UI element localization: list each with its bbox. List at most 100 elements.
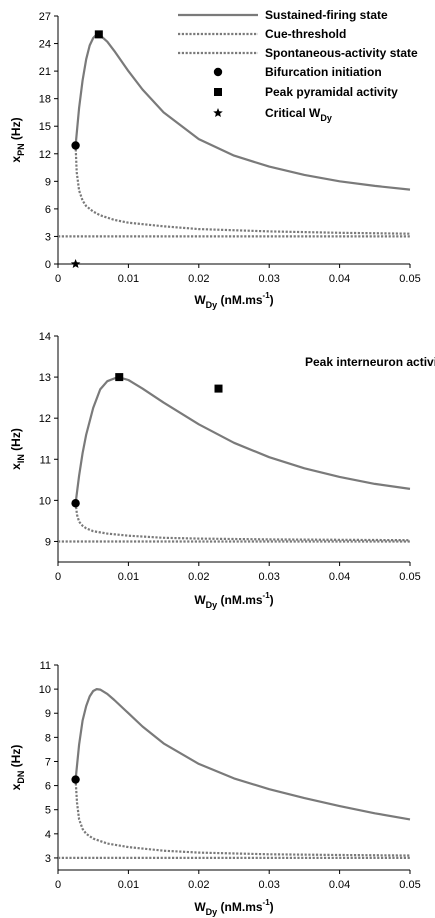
legend-swatch-circle	[213, 67, 223, 77]
x-axis-label: WDy (nM.ms-1)	[194, 898, 273, 917]
x-tick-label: 0.05	[399, 879, 420, 891]
legend-label: Cue-threshold	[265, 27, 346, 41]
legend-label: Critical WDy	[265, 106, 332, 123]
x-tick-label: 0.01	[118, 273, 139, 285]
y-label-sub: DN	[16, 771, 26, 784]
y-tick-label: 3	[45, 231, 51, 243]
cue-threshold-curve	[74, 779, 411, 857]
x-tick-label: 0.03	[258, 571, 279, 583]
critical-marker	[70, 259, 81, 269]
x-label-sub: Dy	[206, 300, 218, 310]
y-tick-label: 12	[39, 413, 51, 425]
chart-panel-3: 3 4 5 6 7 8 9 10 11 0 0.01 0.02 0.03 0.04 0.05 WDy (nM.…	[9, 660, 421, 917]
x-label-unit: (nM.ms	[221, 593, 263, 607]
legend: Sustained-firing state Cue-threshold Spont…	[178, 8, 418, 123]
sustained-firing-curve	[74, 33, 411, 191]
y-tick-label: 4	[45, 829, 51, 841]
y-tick-label: 0	[45, 259, 51, 271]
x-tick-label: 0.01	[118, 571, 139, 583]
x-label-sup: -1	[263, 291, 271, 300]
chart-panel-2: 9 10 11 12 13 14 0 0.01 0.02 0.03 0.04 0.05 WDy (nM.…	[9, 331, 435, 610]
x-label-close: )	[270, 900, 274, 914]
x-tick-label: 0.02	[188, 273, 209, 285]
bifurcation-marker	[71, 775, 80, 784]
sustained-firing-curve	[74, 376, 411, 504]
y-tick-label: 24	[39, 39, 51, 51]
y-label-sub: IN	[16, 454, 26, 463]
bifurcation-marker	[71, 499, 80, 508]
x-tick-label: 0.03	[258, 879, 279, 891]
peak-marker	[94, 30, 103, 39]
y-tick-label: 12	[39, 149, 51, 161]
y-tick-label: 11	[40, 454, 51, 466]
x-tick-label: 0.02	[188, 879, 209, 891]
x-tick-label: 0.03	[258, 273, 279, 285]
cue-threshold-curve	[74, 145, 411, 235]
legend-label-text: Spontaneous-activity state	[265, 46, 418, 60]
y-label-main: x	[9, 783, 23, 790]
legend-swatch-square	[214, 88, 222, 96]
x-tick-label: 0.05	[399, 273, 420, 285]
legend-label-text: Cue-threshold	[265, 27, 346, 41]
x-label-main: W	[194, 293, 206, 307]
x-label-sup: -1	[263, 591, 271, 600]
y-tick-label: 14	[39, 331, 51, 343]
y-tick-label: 18	[39, 94, 51, 106]
annotation-peak-interneuron: Peak interneuron activity	[305, 355, 435, 369]
x-label-unit: (nM.ms	[221, 900, 263, 914]
peak-marker	[214, 384, 223, 393]
cue-threshold-curve	[74, 503, 411, 542]
x-tick-label: 0	[55, 571, 61, 583]
legend-label-text: Bifurcation initiation	[265, 65, 382, 79]
x-tick-label: 0.04	[329, 879, 350, 891]
y-tick-label: 6	[45, 781, 51, 793]
x-label-close: )	[270, 293, 274, 307]
y-label-unit: (Hz)	[9, 428, 23, 454]
y-label-main: x	[9, 463, 23, 470]
legend-label-text: Sustained-firing state	[265, 8, 388, 22]
x-label-unit: (nM.ms	[221, 293, 263, 307]
y-axis-label: xPN (Hz)	[9, 117, 26, 162]
y-tick-label: 9	[45, 708, 51, 720]
y-tick-label: 10	[39, 684, 51, 696]
legend-label: Spontaneous-activity state	[265, 46, 418, 60]
legend-label-text: Peak pyramidal activity	[265, 85, 398, 99]
x-label-close: )	[270, 593, 274, 607]
legend-label: Bifurcation initiation	[265, 65, 382, 79]
bifurcation-marker	[71, 141, 80, 150]
x-label-sub: Dy	[206, 907, 218, 917]
y-tick-label: 15	[39, 121, 51, 133]
x-tick-label: 0	[55, 879, 61, 891]
x-tick-label: 0.05	[399, 571, 420, 583]
legend-label: Peak pyramidal activity	[265, 85, 398, 99]
y-tick-label: 21	[39, 66, 51, 78]
sustained-firing-curve	[74, 687, 411, 821]
y-label-sub: PN	[16, 143, 26, 156]
x-label-main: W	[194, 900, 206, 914]
y-axis-label: xDN (Hz)	[9, 745, 26, 791]
legend-label-text: Critical W	[265, 106, 321, 120]
y-tick-label: 10	[39, 495, 51, 507]
y-tick-label: 6	[45, 204, 51, 216]
x-label-sub: Dy	[206, 600, 218, 610]
x-label-sup: -1	[263, 898, 271, 907]
y-label-unit: (Hz)	[9, 745, 23, 771]
y-axis-label: xIN (Hz)	[9, 428, 26, 470]
y-tick-label: 9	[45, 176, 51, 188]
legend-swatch-star	[213, 108, 223, 118]
x-tick-label: 0.04	[329, 273, 350, 285]
x-tick-label: 0	[55, 273, 61, 285]
x-label-main: W	[194, 593, 206, 607]
legend-label: Sustained-firing state	[265, 8, 388, 22]
y-tick-label: 7	[45, 756, 51, 768]
legend-label-sub: Dy	[320, 113, 332, 123]
y-label-main: x	[9, 156, 23, 163]
y-tick-label: 9	[45, 536, 51, 548]
y-tick-label: 3	[45, 853, 51, 865]
x-tick-label: 0.04	[329, 571, 350, 583]
y-tick-label: 5	[45, 805, 51, 817]
x-tick-label: 0.02	[188, 571, 209, 583]
y-tick-label: 13	[39, 372, 51, 384]
